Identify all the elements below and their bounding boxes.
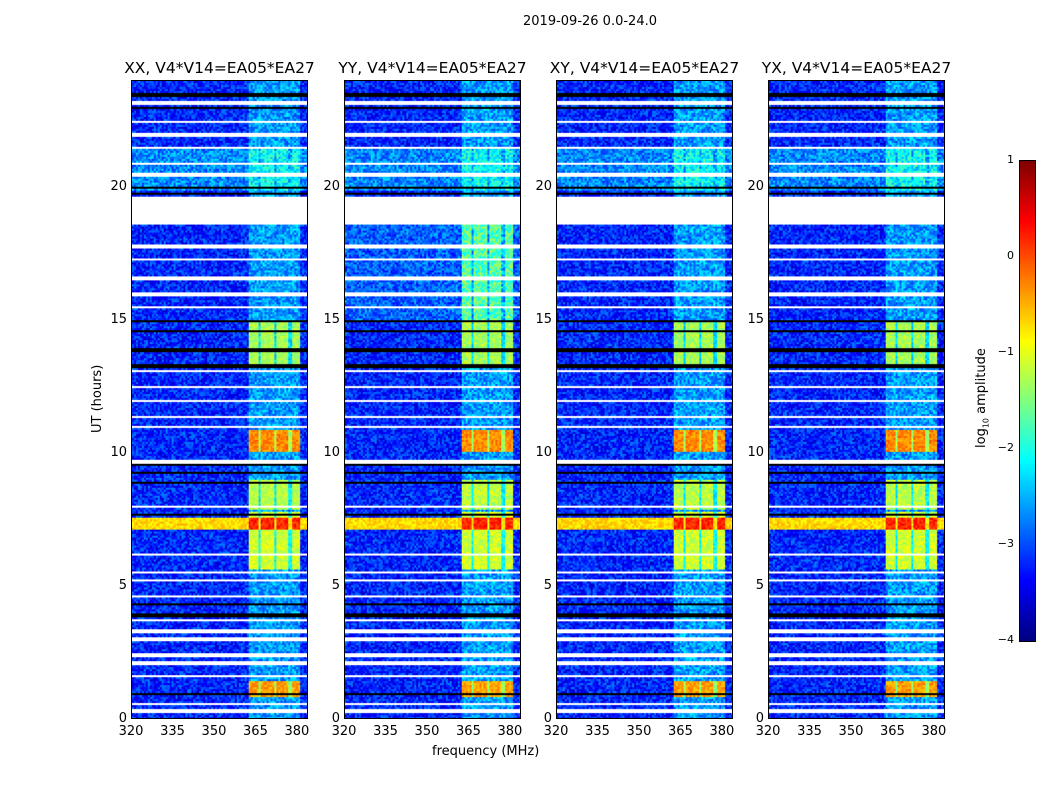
panel-title: YY, V4*V14=EA05*EA27 xyxy=(338,59,527,77)
y-tick-label: 15 xyxy=(323,311,340,327)
x-tick-label: 350 xyxy=(626,724,652,739)
panel-title: XX, V4*V14=EA05*EA27 xyxy=(124,59,315,77)
x-tick-label: 320 xyxy=(755,724,781,739)
y-tick-label: 20 xyxy=(747,178,764,194)
x-tick-label: 350 xyxy=(838,724,864,739)
x-tick-label: 365 xyxy=(243,724,268,739)
x-tick-label: 380 xyxy=(284,724,310,739)
colorbar-tick-label: −3 xyxy=(997,537,1014,550)
colorbar-tick-label: 1 xyxy=(1007,153,1014,166)
y-tick-label: 5 xyxy=(331,577,340,593)
y-tick-label: 20 xyxy=(323,178,340,194)
y-tick-label: 0 xyxy=(543,711,552,726)
x-tick-label: 380 xyxy=(921,724,947,739)
x-tick-label: 365 xyxy=(456,724,481,739)
y-tick-label: 0 xyxy=(118,711,127,726)
y-tick-label: 15 xyxy=(535,311,552,327)
x-tick-label: 365 xyxy=(668,724,693,739)
heatmap-xy xyxy=(556,80,733,719)
y-tick-label: 5 xyxy=(543,577,552,593)
x-tick-label: 350 xyxy=(414,724,440,739)
x-tick-label: 320 xyxy=(331,724,357,739)
x-tick-label: 350 xyxy=(201,724,227,739)
colorbar-tick-label: −2 xyxy=(997,441,1014,454)
x-tick-label: 320 xyxy=(118,724,144,739)
y-tick-label: 0 xyxy=(331,711,340,726)
heatmap-yy xyxy=(344,80,521,719)
x-tick-label: 335 xyxy=(373,724,398,739)
y-tick-label: 10 xyxy=(535,444,552,460)
y-tick-label: 10 xyxy=(747,444,764,460)
colorbar xyxy=(1019,160,1036,642)
y-tick-label: 15 xyxy=(110,311,127,327)
y-tick-label: 5 xyxy=(755,577,764,593)
y-tick-label: 0 xyxy=(755,711,764,726)
panel-title: YX, V4*V14=EA05*EA27 xyxy=(761,59,952,77)
heatmap-yx xyxy=(768,80,945,719)
colorbar-label: log10 amplitude xyxy=(974,348,991,448)
x-tick-label: 365 xyxy=(880,724,905,739)
heatmap-xx xyxy=(131,80,308,719)
x-tick-label: 335 xyxy=(160,724,185,739)
x-tick-label: 380 xyxy=(709,724,735,739)
x-tick-label: 380 xyxy=(497,724,523,739)
y-tick-label: 10 xyxy=(110,444,127,460)
y-axis-label: UT (hours) xyxy=(90,364,105,433)
x-tick-label: 335 xyxy=(797,724,822,739)
colorbar-tick-label: −1 xyxy=(997,345,1014,358)
y-tick-label: 20 xyxy=(535,178,552,194)
colorbar-tick-label: 0 xyxy=(1007,249,1014,262)
y-tick-label: 20 xyxy=(110,178,127,194)
figure-title: 2019-09-26 0.0-24.0 xyxy=(523,14,657,29)
y-tick-label: 15 xyxy=(747,311,764,327)
x-tick-label: 320 xyxy=(543,724,569,739)
panel-title: XY, V4*V14=EA05*EA27 xyxy=(549,59,740,77)
x-tick-label: 335 xyxy=(585,724,610,739)
colorbar-tick-label: −4 xyxy=(997,633,1014,646)
x-axis-label: frequency (MHz) xyxy=(432,744,540,759)
y-tick-label: 5 xyxy=(118,577,127,593)
y-tick-label: 10 xyxy=(323,444,340,460)
